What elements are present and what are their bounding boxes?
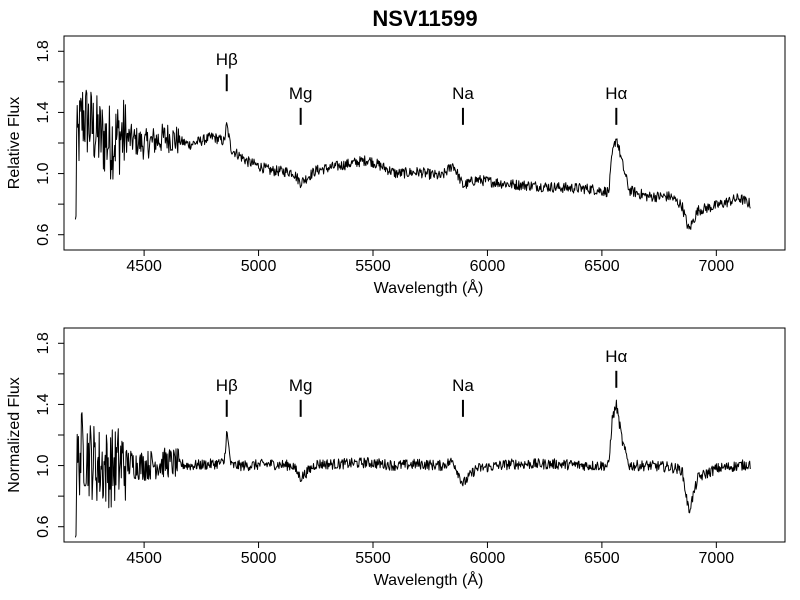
x-tick-label: 5000 — [241, 258, 277, 275]
x-tick-label: 7000 — [699, 550, 735, 567]
y-tick-label: 0.6 — [35, 515, 52, 537]
spectral-line-label: Mg — [289, 376, 313, 395]
y-tick-label: 1.0 — [35, 162, 52, 184]
x-tick-label: 7000 — [699, 258, 735, 275]
x-axis-label: Wavelength (Å) — [374, 570, 484, 589]
x-tick-label: 4500 — [126, 258, 162, 275]
spectrum-series-line — [74, 399, 751, 538]
x-axis-label: Wavelength (Å) — [374, 278, 484, 297]
panel-relative-flux: 4500 5000 5500 6000 6500 7000 0.6 1.0 1.4 1.8 Wave… — [6, 35, 786, 297]
spectral-line-label: Na — [452, 84, 474, 103]
x-tick-label: 6500 — [584, 550, 620, 567]
spectral-line-label: Hβ — [216, 50, 238, 69]
x-tick-label: 5500 — [355, 258, 391, 275]
x-tick-label: 6000 — [470, 258, 506, 275]
x-tick-label: 6000 — [470, 550, 506, 567]
y-tick-label: 1.0 — [35, 454, 52, 476]
figure-title: NSV11599 — [372, 6, 477, 31]
spectral-line-label: Hα — [605, 347, 627, 366]
plot-frame — [63, 327, 786, 543]
spectral-line-label: Na — [452, 376, 474, 395]
spectrum-series-line — [74, 89, 751, 230]
spectral-line-label: Hα — [605, 84, 627, 103]
y-tick-label: 1.8 — [35, 332, 52, 354]
y-axis-label: Relative Flux — [6, 97, 23, 189]
x-tick-label: 5000 — [241, 550, 277, 567]
y-tick-label: 1.4 — [35, 393, 52, 415]
y-tick-label: 1.8 — [35, 40, 52, 62]
x-tick-label: 5500 — [355, 550, 391, 567]
spectral-line-label: Mg — [289, 84, 313, 103]
panel-normalized-flux: 4500 5000 5500 6000 6500 7000 0.6 1.0 1.4 1.8 Wave… — [6, 327, 786, 589]
x-tick-label: 6500 — [584, 258, 620, 275]
spectral-line-label: Hβ — [216, 376, 238, 395]
y-tick-label: 0.6 — [35, 223, 52, 245]
y-axis-label: Normalized Flux — [6, 377, 23, 493]
y-tick-label: 1.4 — [35, 101, 52, 123]
x-tick-label: 4500 — [126, 550, 162, 567]
